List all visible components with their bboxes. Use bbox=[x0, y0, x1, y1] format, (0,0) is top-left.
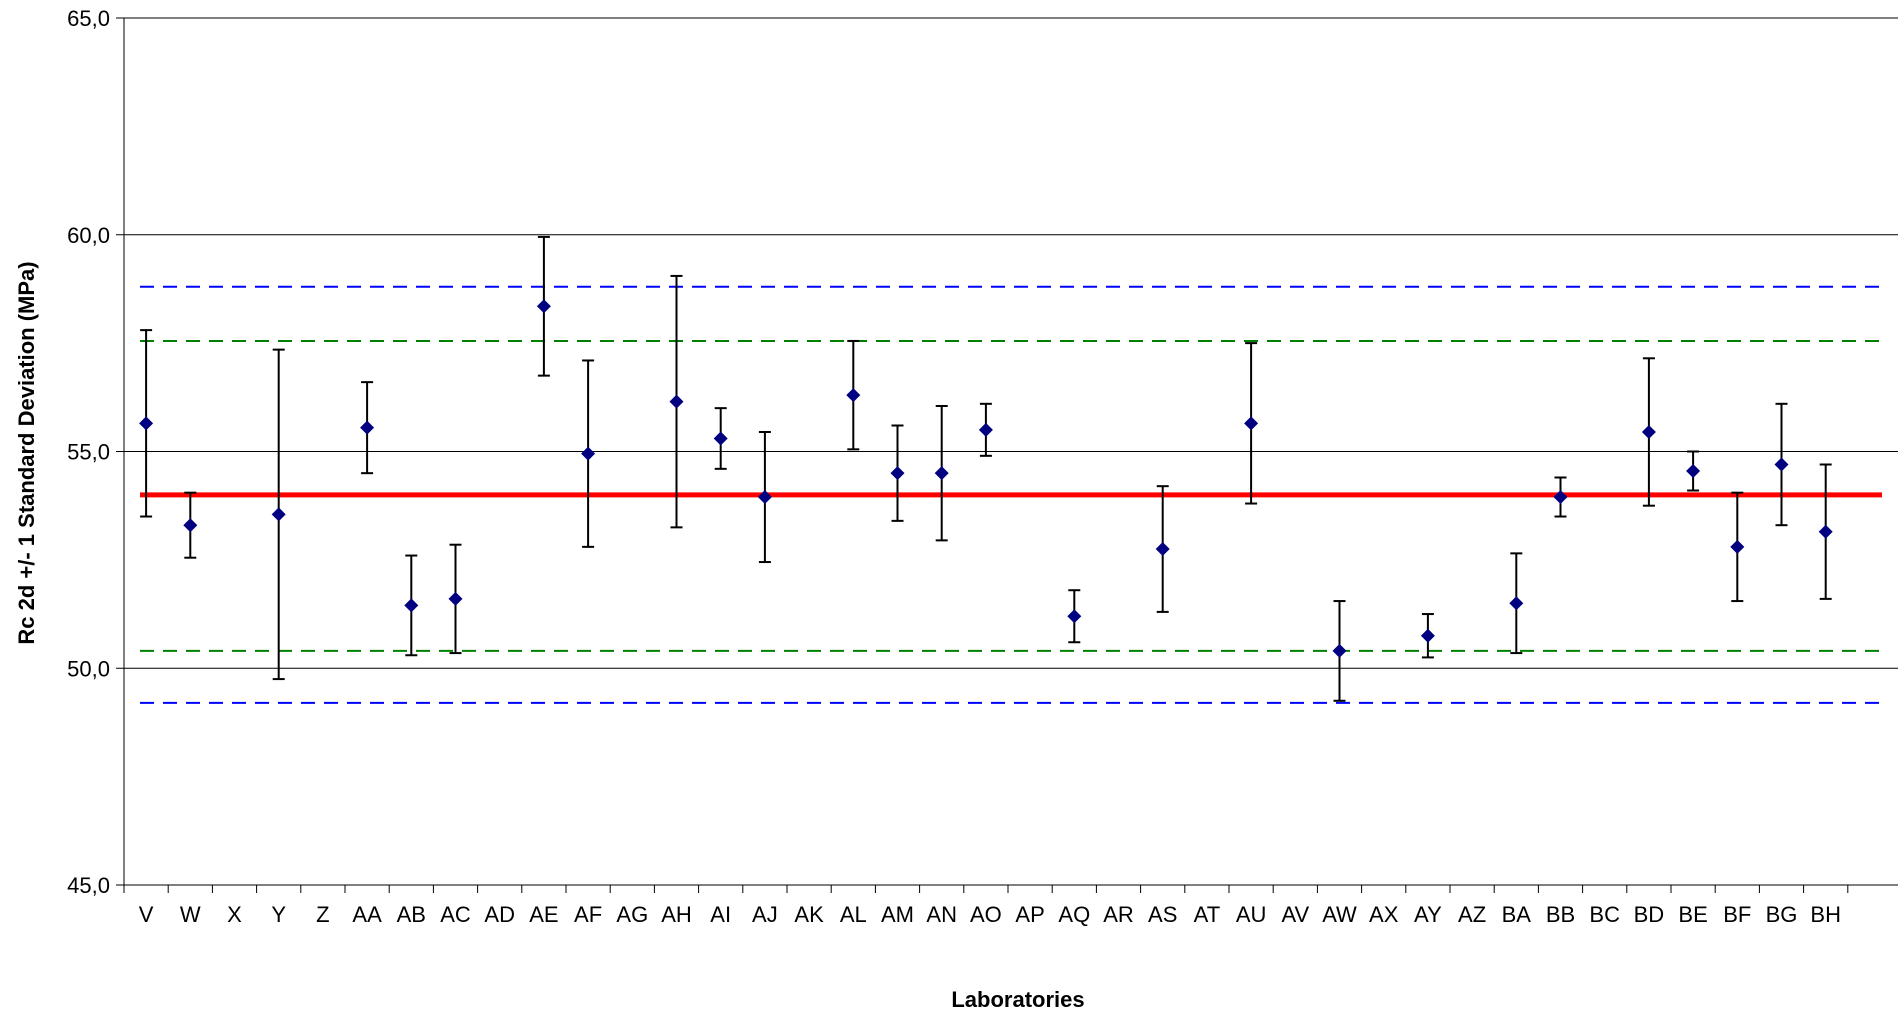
y-tick-label: 65,0 bbox=[67, 6, 110, 31]
data-point bbox=[1067, 609, 1082, 624]
x-tick-label: BA bbox=[1502, 902, 1532, 927]
x-tick-label: Z bbox=[316, 902, 329, 927]
x-tick-label: AW bbox=[1322, 902, 1357, 927]
x-tick-label: X bbox=[227, 902, 242, 927]
x-tick-label: W bbox=[180, 902, 201, 927]
x-tick-label: AM bbox=[881, 902, 914, 927]
data-point bbox=[846, 388, 861, 403]
x-tick-label: AE bbox=[529, 902, 558, 927]
x-tick-label: AF bbox=[574, 902, 602, 927]
y-tick-label: 60,0 bbox=[67, 223, 110, 248]
x-tick-label: AX bbox=[1369, 902, 1399, 927]
x-tick-label: BD bbox=[1634, 902, 1665, 927]
data-point bbox=[1155, 542, 1170, 557]
data-point bbox=[1641, 424, 1656, 439]
data-point bbox=[1332, 643, 1347, 658]
data-point bbox=[1553, 490, 1568, 505]
data-point bbox=[1686, 464, 1701, 479]
y-tick-label: 55,0 bbox=[67, 440, 110, 465]
x-axis-title: Laboratories bbox=[951, 987, 1084, 1012]
reference-lines bbox=[140, 285, 1882, 704]
data-point bbox=[1730, 539, 1745, 554]
data-point bbox=[713, 431, 728, 446]
data-point bbox=[139, 416, 154, 431]
x-tick-label: AI bbox=[710, 902, 731, 927]
data-point bbox=[1420, 628, 1435, 643]
data-point bbox=[1509, 596, 1524, 611]
x-tick-label: BB bbox=[1546, 902, 1575, 927]
x-tick-label: AS bbox=[1148, 902, 1177, 927]
x-tick-label: AR bbox=[1103, 902, 1134, 927]
x-tick-label: BF bbox=[1723, 902, 1751, 927]
data-point bbox=[890, 466, 905, 481]
data-point bbox=[536, 299, 551, 314]
x-tick-label: BC bbox=[1589, 902, 1620, 927]
x-tick-label: AJ bbox=[752, 902, 778, 927]
x-tick-label: AC bbox=[440, 902, 471, 927]
x-tick-label: AZ bbox=[1458, 902, 1486, 927]
y-tick-label: 45,0 bbox=[67, 873, 110, 898]
x-tick-label: AH bbox=[661, 902, 692, 927]
x-tick-label: AL bbox=[840, 902, 867, 927]
data-point bbox=[1244, 416, 1259, 431]
data-point bbox=[183, 518, 198, 533]
x-tick-label: AA bbox=[352, 902, 382, 927]
x-tick-label: AQ bbox=[1058, 902, 1090, 927]
x-tick-label: AN bbox=[926, 902, 957, 927]
data-point bbox=[271, 507, 286, 522]
tick-labels: 45,0 50,0 55,0 60,0 65,0 V W X Y Z AA AB AC AD AE AF AG A… bbox=[67, 6, 1841, 927]
x-tick-label: BH bbox=[1810, 902, 1841, 927]
data-point bbox=[669, 394, 684, 409]
y-tick-label: 50,0 bbox=[67, 656, 110, 681]
x-tick-label: AO bbox=[970, 902, 1002, 927]
data-point bbox=[360, 420, 375, 435]
x-tick-label: AT bbox=[1194, 902, 1220, 927]
error-bars bbox=[140, 235, 1832, 702]
gridlines bbox=[124, 17, 1898, 669]
y-axis-title: Rc 2d +/- 1 Standard Deviation (MPa) bbox=[14, 261, 39, 644]
data-point bbox=[757, 490, 772, 505]
x-tick-label: AD bbox=[484, 902, 515, 927]
data-points bbox=[139, 299, 1833, 658]
data-point bbox=[404, 598, 419, 613]
x-tick-label: AV bbox=[1281, 902, 1309, 927]
x-tick-label: Y bbox=[271, 902, 286, 927]
axes bbox=[116, 17, 1898, 893]
x-tick-label: BE bbox=[1678, 902, 1707, 927]
x-tick-label: AK bbox=[794, 902, 824, 927]
x-tick-label: V bbox=[139, 902, 154, 927]
data-point bbox=[1774, 457, 1789, 472]
x-tick-label: BG bbox=[1766, 902, 1798, 927]
x-tick-label: AB bbox=[397, 902, 426, 927]
x-tick-label: AU bbox=[1236, 902, 1267, 927]
data-point bbox=[448, 591, 463, 606]
data-point bbox=[934, 466, 949, 481]
x-tick-label: AY bbox=[1414, 902, 1442, 927]
data-point bbox=[978, 422, 993, 437]
x-tick-label: AP bbox=[1015, 902, 1044, 927]
data-point bbox=[1818, 524, 1833, 539]
data-point bbox=[581, 446, 596, 461]
x-tick-label: AG bbox=[616, 902, 648, 927]
